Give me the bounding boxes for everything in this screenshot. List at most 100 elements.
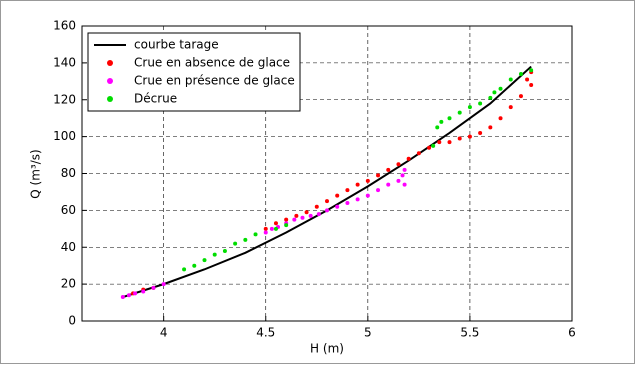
data-point [222, 248, 227, 253]
data-point [365, 178, 370, 183]
data-point [467, 134, 472, 139]
data-point [141, 289, 146, 294]
data-point [478, 101, 483, 106]
y-tick-label: 80 [61, 166, 76, 180]
data-point [439, 119, 444, 124]
data-point [416, 151, 421, 156]
x-tick-label: 5 [364, 326, 372, 340]
x-axis-label: H (m) [310, 342, 344, 356]
data-point [325, 199, 329, 204]
data-point [376, 188, 381, 193]
data-point [273, 226, 278, 231]
x-tick-label: 6 [568, 326, 576, 340]
x-tick-label: 4.5 [256, 326, 275, 340]
data-point [151, 285, 156, 290]
data-point [478, 130, 483, 135]
data-point [488, 125, 493, 130]
data-point [365, 193, 370, 198]
data-point [120, 295, 125, 300]
data-point [376, 173, 381, 178]
data-point [386, 182, 391, 187]
data-point [437, 140, 442, 145]
legend-swatch [107, 78, 113, 84]
data-point [525, 77, 530, 82]
data-point [402, 182, 407, 187]
data-point [457, 136, 462, 141]
data-point [518, 71, 523, 76]
data-point [447, 116, 452, 121]
data-point [133, 291, 138, 296]
legend-label: courbe tarage [134, 38, 219, 52]
data-point [431, 143, 436, 148]
legend-label: Décrue [134, 92, 177, 106]
data-point [233, 241, 238, 246]
data-point [269, 226, 274, 231]
legend-label: Crue en absence de glace [134, 56, 290, 70]
data-point [355, 182, 360, 187]
data-point [294, 213, 299, 218]
data-point [402, 167, 407, 172]
y-tick-label: 0 [68, 314, 76, 328]
y-tick-label: 120 [53, 92, 76, 106]
data-point [396, 178, 401, 183]
data-point [243, 237, 248, 242]
data-point [308, 213, 313, 218]
data-point [427, 145, 432, 150]
legend-swatch [107, 60, 113, 66]
data-point [192, 263, 197, 268]
data-point [316, 212, 321, 217]
data-point [467, 105, 472, 110]
data-point [396, 162, 401, 167]
data-point [518, 94, 523, 99]
data-point [335, 193, 340, 198]
data-point [292, 217, 297, 222]
x-tick-label: 4 [160, 326, 168, 340]
data-point [345, 188, 350, 193]
data-point [498, 116, 503, 121]
data-point [400, 173, 405, 178]
data-point [508, 77, 513, 82]
data-point [529, 83, 534, 87]
data-point [386, 167, 391, 172]
y-tick-label: 60 [61, 203, 76, 217]
legend-label: Crue en présence de glace [134, 74, 295, 88]
data-point [435, 125, 440, 130]
x-tick-label: 5.5 [460, 326, 479, 340]
legend-swatch [107, 96, 113, 102]
data-point [345, 201, 350, 205]
data-point [284, 217, 289, 222]
data-point [457, 110, 462, 115]
data-point [492, 90, 497, 95]
data-point [126, 293, 131, 298]
y-tick-label: 20 [61, 277, 76, 291]
data-point [508, 105, 513, 110]
data-point [355, 197, 360, 202]
data-point [253, 232, 258, 237]
axes-frame [81, 25, 573, 322]
data-point [325, 208, 329, 213]
data-point [273, 221, 278, 226]
data-point [406, 156, 411, 161]
y-tick-label: 160 [53, 19, 76, 33]
y-axis-label: Q (m³/s) [29, 149, 43, 198]
data-point [263, 226, 268, 231]
data-point [263, 230, 268, 235]
data-point [498, 86, 503, 91]
y-tick-label: 100 [53, 129, 76, 143]
data-point [212, 252, 217, 257]
data-point [529, 68, 534, 73]
data-point [161, 282, 166, 287]
y-tick-label: 140 [53, 55, 76, 69]
data-point [300, 215, 305, 220]
data-point [314, 204, 319, 209]
y-tick-label: 40 [61, 240, 76, 254]
data-point [304, 210, 309, 215]
data-point [335, 204, 340, 209]
data-point [284, 223, 289, 228]
data-point [447, 140, 452, 145]
data-point [182, 267, 187, 272]
data-point [488, 95, 493, 100]
data-point [202, 258, 207, 263]
